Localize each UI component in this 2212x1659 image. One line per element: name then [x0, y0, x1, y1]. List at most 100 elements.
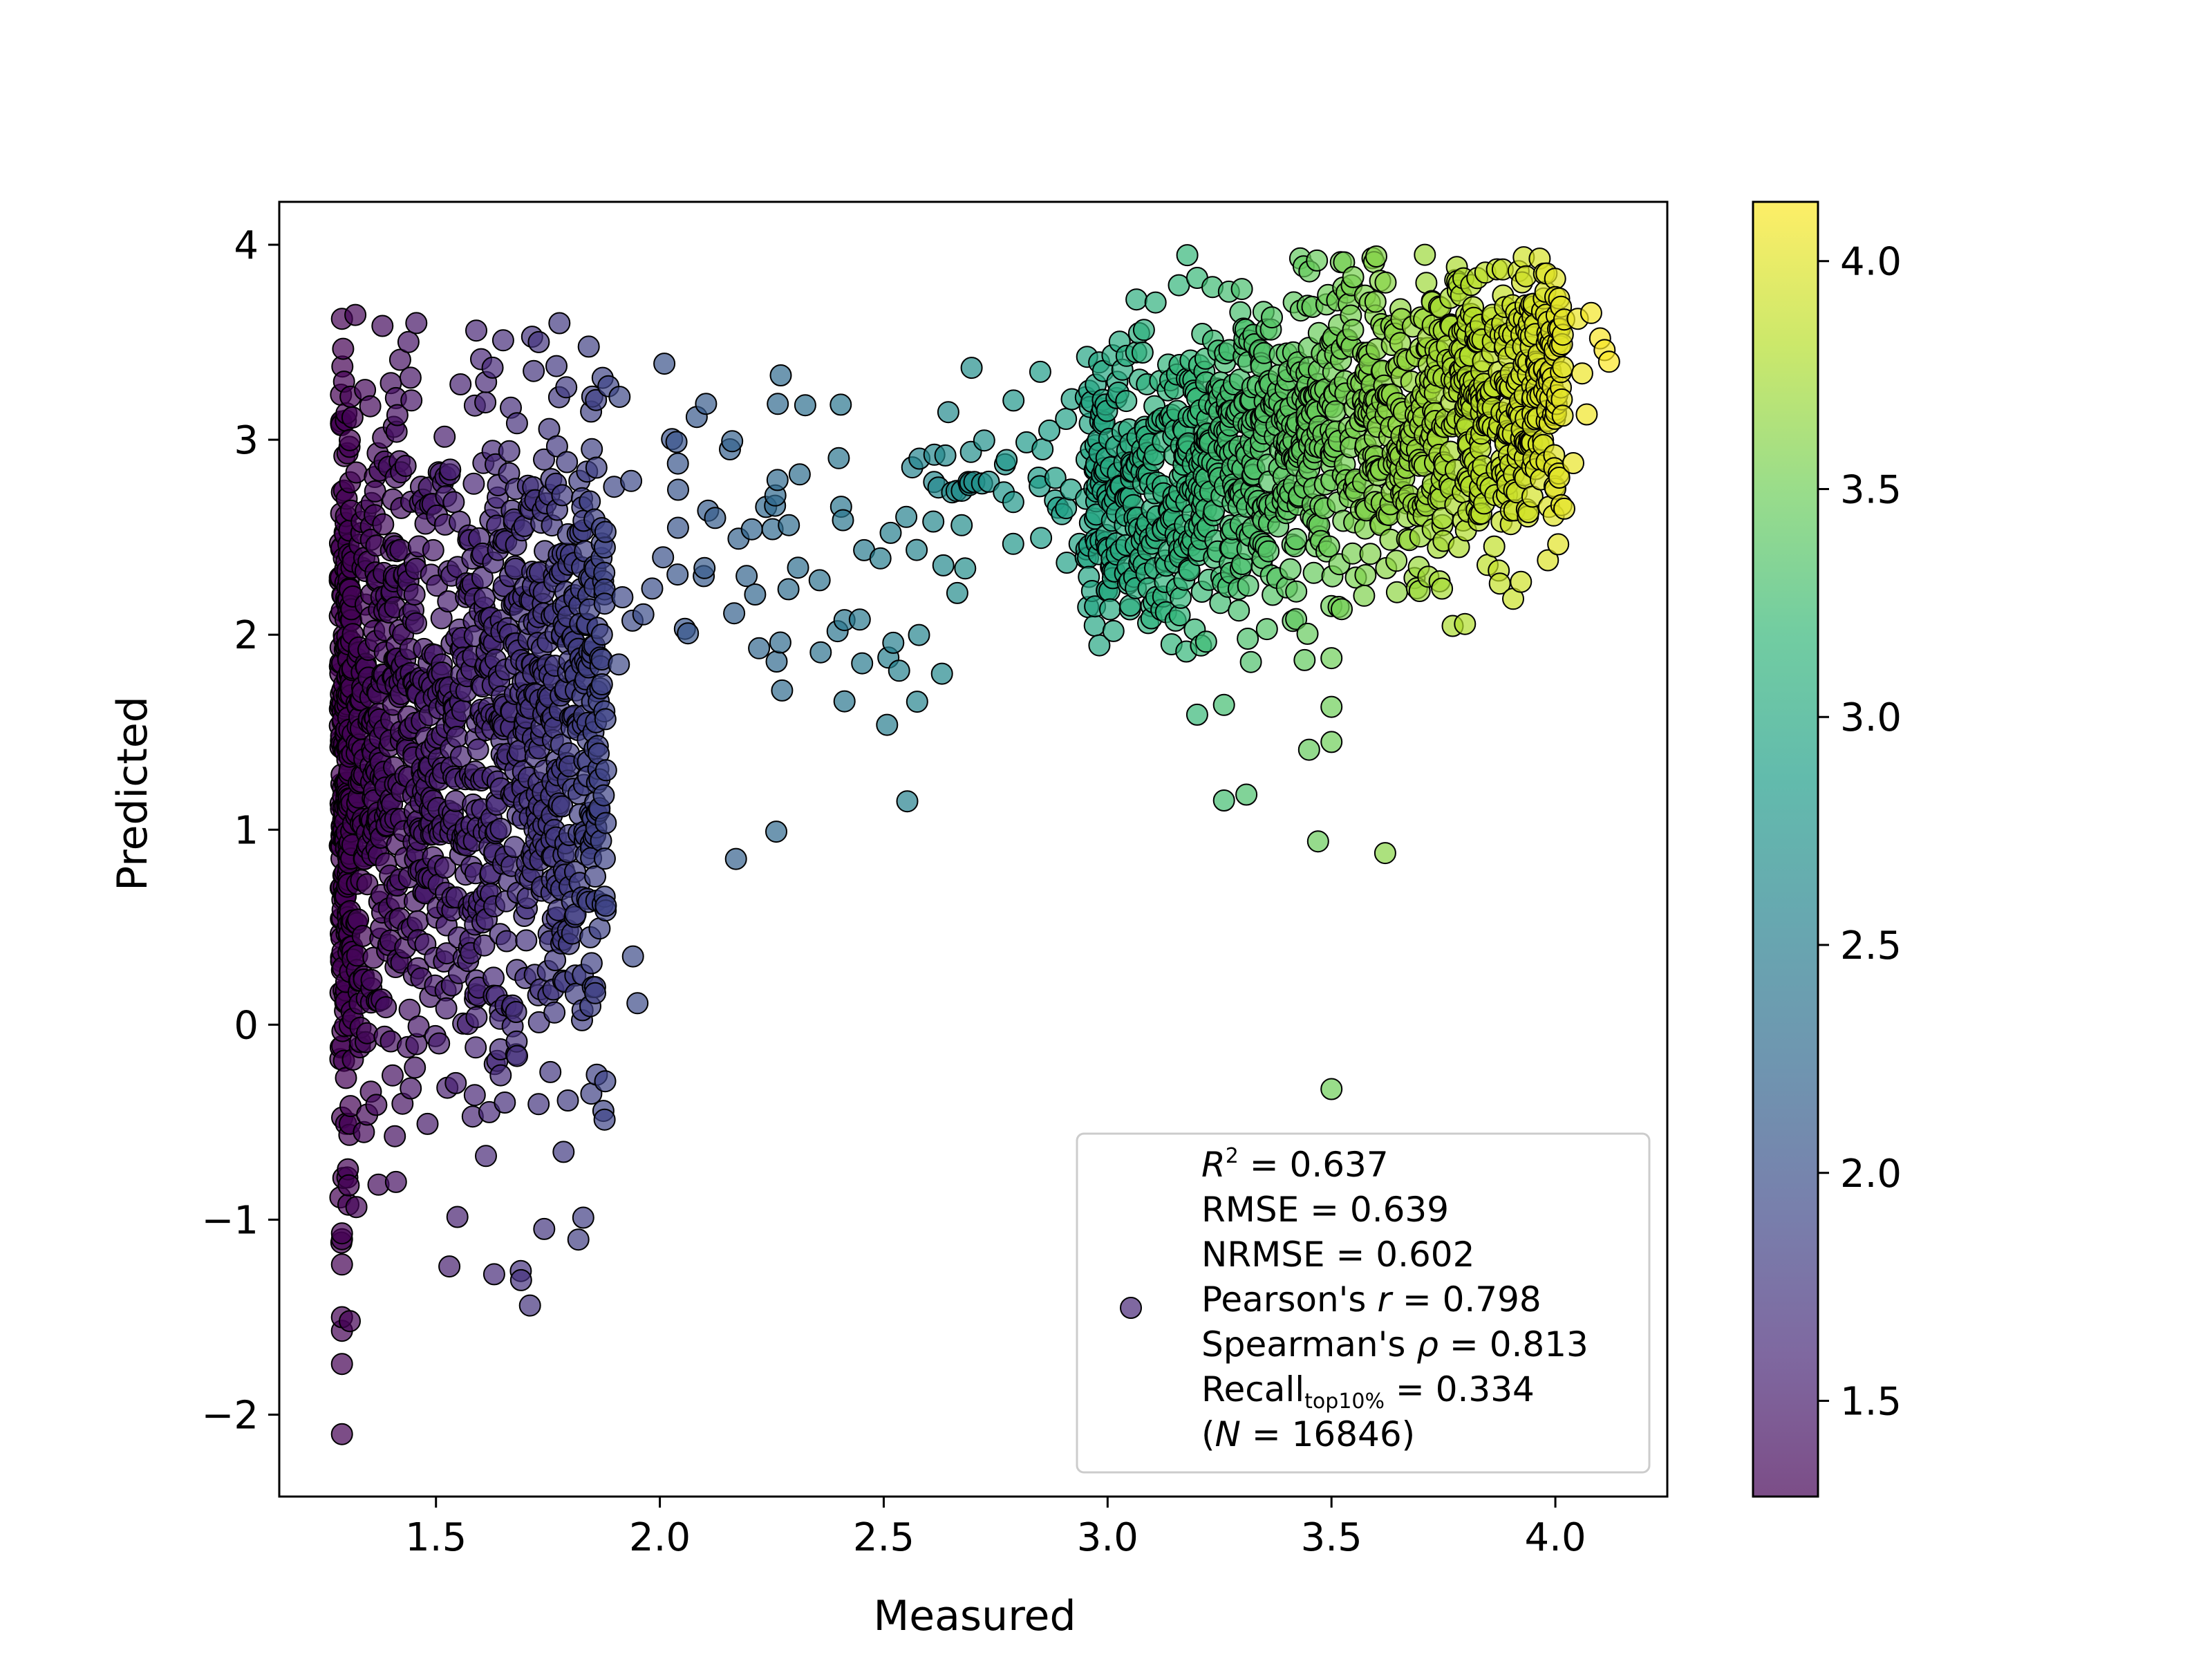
scatter-point-low	[386, 404, 409, 427]
scatter-point-high	[1364, 290, 1387, 313]
scatter-point-low	[496, 930, 518, 953]
scatter-point-low	[474, 587, 496, 610]
x-tick-label: 2.5	[853, 1515, 915, 1560]
scatter-point-low	[527, 330, 550, 353]
y-axis: −2 −1 0 1 2 3 4	[201, 223, 279, 1438]
scatter-point-mid	[896, 790, 919, 813]
scatter-point-bridge	[995, 449, 1018, 471]
colorbar-tick-label: 1.5	[1840, 1380, 1902, 1425]
scatter-point-low	[345, 461, 368, 484]
scatter-point-low	[405, 612, 427, 635]
scatter-point-mid	[788, 463, 811, 486]
scatter-point-low	[581, 438, 603, 460]
y-tick-label: 3	[234, 418, 259, 463]
scatter-point-bridge	[1029, 360, 1051, 383]
scatter-point-mid	[766, 469, 789, 491]
legend-n: (N = 16846)	[1201, 1414, 1415, 1454]
scatter-point-floor	[332, 337, 355, 360]
scatter-point-low	[594, 894, 617, 917]
scatter-point-low	[365, 1094, 388, 1116]
scatter-point-low	[375, 996, 397, 1019]
scatter-point-mid	[777, 578, 800, 601]
y-tick-label: −2	[201, 1394, 259, 1438]
scatter-point-mid	[620, 469, 643, 492]
scatter-point-outlier	[1212, 693, 1235, 716]
scatter-point-low	[580, 952, 603, 975]
scatter-point-low	[555, 376, 578, 399]
scatter-point-high	[1547, 533, 1570, 556]
scatter-point-bridge	[1030, 527, 1053, 550]
scatter-point-outlier	[482, 1263, 505, 1286]
scatter-point-bridge	[937, 401, 959, 424]
scatter-point-low	[527, 1093, 550, 1116]
scatter-point-low	[416, 1112, 439, 1135]
scatter-point-low	[590, 673, 613, 695]
scatter-point-high	[1515, 265, 1537, 288]
scatter-point-high	[1537, 549, 1559, 572]
scatter-point-low	[465, 1006, 488, 1029]
scatter-point-mid	[704, 507, 727, 529]
scatter-point-low	[422, 538, 444, 561]
scatter-point-mid	[695, 393, 718, 415]
y-tick-label: 4	[234, 223, 259, 268]
colorbar-tick-label: 2.5	[1840, 924, 1902, 968]
scatter-point-floor	[339, 1310, 361, 1333]
scatter-point-mid	[888, 659, 910, 682]
legend-pearson: Pearson's r = 0.798	[1201, 1280, 1541, 1320]
scatter-point-low	[515, 929, 538, 952]
scatter-point-low	[545, 435, 568, 458]
scatter-point-low	[465, 1036, 487, 1059]
scatter-point-low	[533, 448, 555, 471]
scatter-point-outlier	[1293, 648, 1316, 671]
scatter-point-floor	[335, 1067, 357, 1089]
scatter-point-high	[1296, 622, 1319, 645]
scatter-point-high	[1088, 634, 1111, 657]
scatter-point-high	[1359, 543, 1382, 565]
scatter-point-low	[585, 456, 608, 479]
scatter-point-bridge	[1002, 532, 1024, 555]
legend-rmse: RMSE = 0.639	[1201, 1190, 1449, 1230]
scatter-point-high	[1552, 356, 1575, 379]
scatter-point-mid	[869, 547, 892, 570]
y-axis-label: Predicted	[109, 696, 157, 891]
scatter-point-mid	[895, 505, 918, 528]
scatter-point-high	[1170, 586, 1192, 609]
scatter-point-low	[551, 484, 574, 507]
scatter-point-outlier	[1562, 452, 1584, 474]
scatter-point-high	[1099, 598, 1121, 621]
scatter-point-outlier	[330, 1253, 353, 1276]
scatter-point-bridge	[1002, 389, 1025, 412]
scatter-point-high	[1385, 581, 1408, 603]
scatter-point-bridge	[1055, 408, 1078, 430]
scatter-point-high	[1302, 561, 1325, 584]
scatter-point-outlier	[608, 386, 631, 409]
scatter-point-low	[572, 1206, 594, 1229]
scatter-point-low	[444, 1071, 467, 1094]
scatter-point-outlier	[769, 364, 792, 386]
scatter-point-high	[1553, 497, 1575, 520]
scatter-point-mid	[666, 452, 689, 475]
scatter-point-outlier	[344, 303, 367, 326]
scatter-point-outlier	[1212, 789, 1235, 812]
scatter-point-mid	[721, 430, 744, 453]
scatter-point-low	[442, 491, 465, 514]
scatter-point-low	[590, 624, 613, 646]
scatter-point-mid	[778, 514, 800, 536]
colorbar: 1.5 2.0 2.5 3.0 3.5 4.0	[1752, 200, 1902, 1498]
scatter-point-low	[543, 1001, 566, 1024]
scatter-point-outlier	[330, 1423, 353, 1445]
scatter-point-outlier	[518, 1294, 541, 1317]
scatter-point-low	[439, 458, 462, 481]
scatter-point-low	[593, 1108, 616, 1131]
scatter-point-low	[523, 359, 545, 382]
scatter-point-outlier	[1365, 245, 1387, 268]
scatter-point-low	[360, 968, 383, 991]
scatter-point-outlier	[724, 847, 747, 870]
scatter-point-low	[498, 440, 521, 462]
scatter-point-low	[594, 521, 617, 543]
scatter-point-bridge	[977, 470, 1000, 493]
colorbar-ticks: 1.5 2.0 2.5 3.0 3.5 4.0	[1818, 240, 1902, 1425]
scatter-point-high	[1318, 535, 1340, 558]
x-tick-label: 2.0	[629, 1515, 691, 1560]
